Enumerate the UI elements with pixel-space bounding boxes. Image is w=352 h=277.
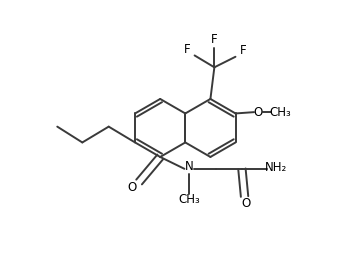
Text: F: F [184,43,190,56]
Text: CH₃: CH₃ [269,106,291,119]
Text: F: F [211,33,218,46]
Text: O: O [253,106,263,119]
Text: O: O [241,197,251,210]
Text: O: O [128,181,137,194]
Text: N: N [185,160,194,173]
Text: NH₂: NH₂ [265,161,287,174]
Text: F: F [240,45,247,57]
Text: CH₃: CH₃ [178,193,200,206]
